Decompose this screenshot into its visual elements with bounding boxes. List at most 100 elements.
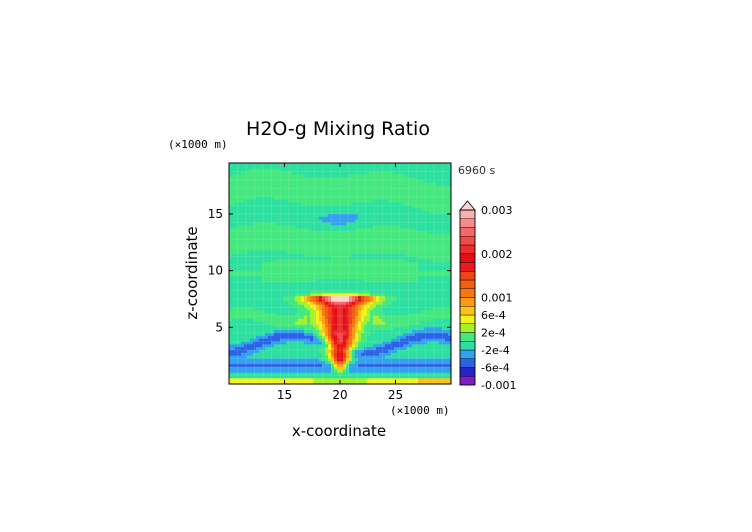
field-cell [382, 225, 386, 229]
field-cell [292, 335, 296, 340]
field-cell [325, 188, 329, 192]
field-cell [280, 199, 284, 204]
field-cell [361, 225, 365, 229]
field-cell [409, 333, 413, 337]
field-cell [250, 324, 254, 328]
field-cell [343, 304, 347, 308]
field-cell [283, 216, 287, 221]
field-cell [391, 282, 395, 286]
field-cell [322, 265, 326, 269]
field-cell [229, 333, 233, 337]
field-cell [310, 338, 314, 342]
field-cell [274, 165, 278, 170]
field-cell [409, 253, 413, 257]
field-cell [298, 335, 302, 340]
field-cell [415, 216, 419, 221]
field-cell [247, 250, 251, 255]
field-cell [352, 174, 356, 178]
field-cell [280, 276, 284, 280]
field-cell [319, 273, 323, 277]
field-cell [328, 259, 332, 263]
field-cell [268, 165, 272, 170]
field-cell [376, 344, 380, 348]
field-cell [259, 290, 263, 294]
field-cell [310, 341, 314, 345]
field-cell [436, 310, 440, 314]
field-cell [367, 290, 371, 294]
field-cell [256, 168, 260, 172]
field-cell [343, 228, 347, 232]
field-cell [415, 307, 419, 311]
field-cell [235, 248, 239, 252]
field-cell [361, 299, 365, 303]
field-cell [340, 191, 344, 195]
field-cell [259, 231, 263, 235]
field-cell [265, 245, 269, 249]
field-cell [436, 341, 440, 345]
field-cell [256, 163, 260, 167]
field-cell [430, 239, 434, 243]
field-cell [310, 273, 314, 277]
field-cell [424, 222, 428, 226]
field-cell [247, 313, 251, 317]
field-cell [352, 279, 356, 283]
field-cell [286, 231, 290, 235]
field-cell [319, 191, 323, 195]
field-cell [262, 321, 266, 325]
field-cell [370, 171, 374, 175]
field-cell [286, 259, 290, 263]
field-cell [340, 180, 344, 184]
field-cell [277, 333, 281, 337]
field-cell [238, 219, 242, 223]
field-cell [235, 352, 239, 357]
field-cell [385, 293, 389, 297]
field-cell [394, 296, 398, 300]
field-cell [358, 279, 362, 283]
field-cell [307, 307, 311, 311]
field-cell [313, 256, 317, 260]
field-cell [259, 307, 263, 311]
field-cell [322, 214, 326, 218]
field-cell [334, 324, 338, 328]
field-cell [373, 276, 377, 280]
field-cell [295, 276, 299, 280]
field-cell [400, 205, 404, 209]
field-cell [388, 287, 392, 291]
field-cell [292, 330, 296, 334]
field-cell [331, 338, 335, 342]
field-cell [229, 352, 233, 357]
field-cell [403, 347, 407, 351]
field-cell [442, 316, 446, 320]
field-cell [358, 165, 362, 170]
field-cell [388, 259, 392, 263]
field-cell [343, 214, 347, 218]
field-cell [307, 188, 311, 192]
field-cell [268, 296, 272, 300]
field-cell [271, 279, 275, 283]
field-cell [406, 245, 410, 249]
field-cell [313, 197, 317, 201]
field-cell [301, 182, 305, 187]
field-cell [364, 350, 368, 354]
field-cell [334, 242, 338, 246]
field-cell [244, 304, 248, 308]
field-cell [250, 273, 254, 277]
field-cell [310, 276, 314, 280]
field-cell [310, 327, 314, 331]
field-cell [247, 330, 251, 334]
field-cell [322, 338, 326, 342]
field-cell [289, 228, 293, 232]
field-cell [385, 265, 389, 269]
field-cell [277, 318, 281, 323]
field-cell [250, 344, 254, 348]
field-cell [310, 197, 314, 201]
field-cell [388, 324, 392, 328]
field-cell [274, 216, 278, 221]
field-cell [412, 259, 416, 263]
field-cell [277, 296, 281, 300]
field-cell [361, 248, 365, 252]
field-cell [253, 335, 257, 340]
field-cell [364, 256, 368, 260]
field-cell [316, 316, 320, 320]
field-cell [343, 321, 347, 325]
